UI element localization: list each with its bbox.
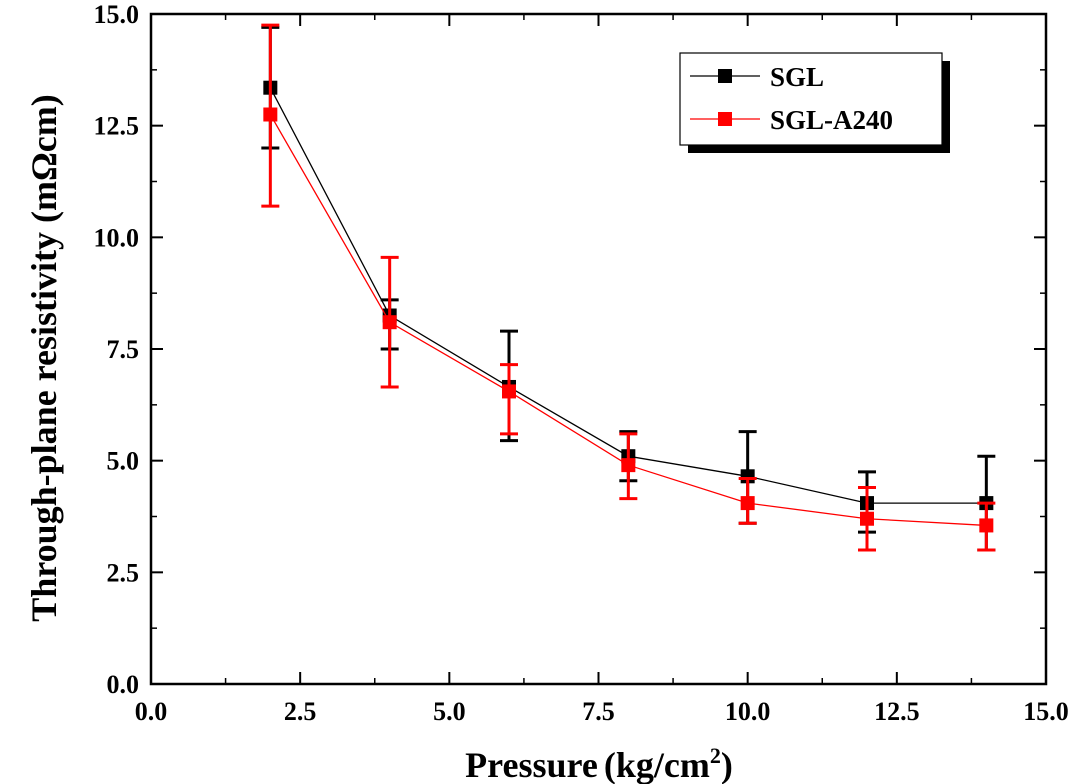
x-tick-label: 5.0 [433,697,466,726]
marker-1-0 [263,107,278,122]
x-axis-title-sup: 2 [710,743,721,768]
marker-1-2 [502,384,516,399]
y-tick-label: 12.5 [94,112,140,141]
y-tick-label: 15.0 [94,0,140,29]
series-layer [261,23,996,552]
y-tick-label: 10.0 [94,223,140,252]
y-axis-title: Through-plane resistivity (mΩcm) [24,94,64,621]
x-tick-label: 12.5 [874,697,920,726]
axes-layer: 0.0 2.5 5.0 7.5 10.0 12.5 15.0 0.0 2.5 5.0 7.5 10.0… [94,0,1069,726]
legend-marker-sgl [718,69,732,83]
x-axis-title-close: ) [721,745,733,784]
x-tick-label: 0.0 [135,697,168,726]
x-tick-label: 15.0 [1023,697,1069,726]
marker-1-4 [740,496,755,511]
marker-1-6 [979,518,994,533]
y-tick-label: 0.0 [107,670,140,699]
y-tick-label: 5.0 [107,447,140,476]
x-axis-title: Pressure (kg/cm2) [465,743,733,784]
y-tick-label: 2.5 [107,558,140,587]
x-tick-label: 7.5 [582,697,615,726]
marker-1-3 [621,458,636,473]
legend-label-sgl-a240: SGL-A240 [770,105,893,135]
x-tick-label: 10.0 [725,697,771,726]
x-axis-title-unit: (kg/cm [604,745,710,784]
legend-box [679,52,943,146]
x-tick-label: 2.5 [284,697,317,726]
legend: SGL SGL-A240 [679,52,950,153]
series-1 [261,23,996,552]
marker-1-5 [860,511,874,526]
legend-label-sgl: SGL [770,62,824,92]
legend-marker-sgl-a240 [718,112,732,126]
x-axis-title-main: Pressure [465,745,598,784]
y-tick-label: 7.5 [107,335,140,364]
marker-1-1 [382,315,397,330]
